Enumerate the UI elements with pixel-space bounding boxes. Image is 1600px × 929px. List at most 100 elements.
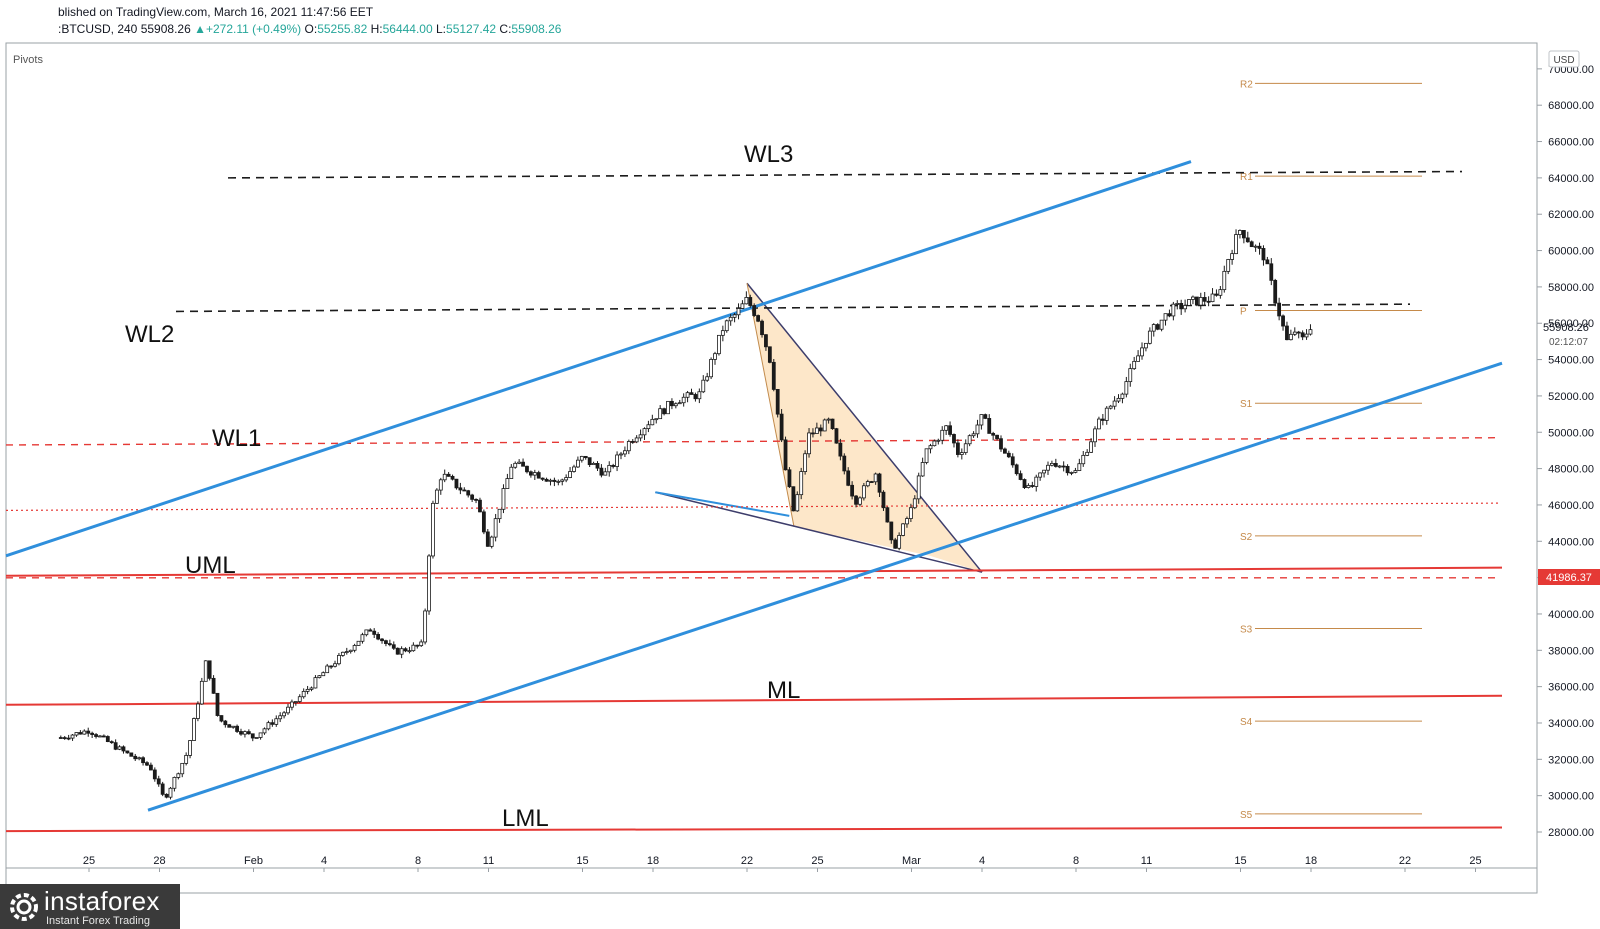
candle-up — [1124, 381, 1129, 395]
candle-up — [231, 725, 236, 728]
candle-up — [427, 555, 431, 612]
candle-up — [705, 376, 710, 381]
candle-up — [1147, 330, 1152, 344]
y-tick-label: 28000.00 — [1548, 827, 1594, 839]
time-axis[interactable]: 25 28 Feb 4 8 11 15 18 22 25 Mar 4 8 11 15 18 22 25 — [83, 855, 1482, 872]
candle-up — [944, 425, 949, 431]
y-tick-label: 36000.00 — [1548, 682, 1594, 694]
candle-down — [1167, 313, 1172, 317]
candle-down — [881, 491, 886, 509]
candle-down — [1277, 302, 1282, 317]
candle-up — [1050, 463, 1054, 466]
candle-up — [1238, 230, 1242, 235]
candle-down — [834, 428, 839, 444]
candle-down — [1281, 315, 1285, 327]
candle-down — [869, 481, 874, 483]
candle-up — [940, 429, 945, 441]
annotation-wl2: WL2 — [125, 321, 174, 348]
candle-down — [474, 498, 478, 501]
candle-up — [897, 535, 902, 549]
candle-down — [1269, 263, 1274, 281]
candle-up — [1120, 393, 1125, 399]
x-tick-label: 4 — [321, 855, 327, 867]
candle-down — [1022, 479, 1027, 488]
annotation-uml: UML — [185, 552, 236, 579]
candle-down — [164, 793, 169, 798]
candle-down — [662, 408, 666, 415]
high-label: H: — [370, 22, 383, 36]
candle-up — [642, 428, 647, 436]
candle-down — [587, 457, 592, 466]
candle-up — [576, 459, 580, 468]
annotation-wl1: WL1 — [212, 425, 261, 452]
candle-up — [1085, 451, 1090, 456]
candle-down — [689, 392, 694, 395]
candle-up — [673, 403, 678, 407]
candle-up — [196, 703, 200, 719]
logo-tagline: Instant Forex Trading — [46, 915, 150, 927]
currency-button[interactable] — [1548, 50, 1580, 68]
candle-up — [564, 477, 569, 481]
y-tick-label: 40000.00 — [1548, 609, 1594, 621]
candle-up — [419, 641, 424, 647]
x-tick-label: 25 — [1469, 855, 1481, 867]
candle-up — [658, 408, 663, 420]
candle-up — [720, 330, 725, 336]
candle-up — [305, 688, 310, 692]
indicator-label[interactable]: Pivots — [13, 54, 43, 66]
candle-up — [615, 454, 619, 467]
open-label: O: — [304, 22, 318, 36]
bar-countdown: 02:12:07 — [1549, 337, 1588, 348]
candle-up — [572, 466, 576, 472]
y-tick-label: 52000.00 — [1548, 391, 1594, 403]
candle-down — [983, 414, 988, 419]
candle-up — [912, 498, 917, 509]
candle-up — [1308, 329, 1313, 335]
candle-down — [1018, 473, 1023, 480]
pivot-label: R2 — [1240, 79, 1253, 90]
candle-up — [290, 701, 294, 708]
candle-down — [1065, 465, 1070, 474]
symbol-label[interactable]: :BTCUSD, 240 — [58, 22, 138, 36]
candle-up — [901, 523, 905, 536]
candle-down — [1265, 259, 1270, 265]
wedge-upper-line — [746, 282, 983, 573]
y-tick-label: 44000.00 — [1548, 536, 1594, 548]
candle-down — [854, 495, 858, 505]
candle-up — [172, 777, 177, 789]
y-tick-label: 32000.00 — [1548, 754, 1594, 766]
candle-down — [752, 305, 757, 316]
candle-down — [846, 470, 851, 486]
gear-icon — [10, 893, 38, 921]
candle-down — [113, 742, 118, 750]
candle-up — [1128, 368, 1133, 383]
candle-up — [1077, 463, 1082, 471]
candle-up — [411, 644, 416, 652]
candle-up — [936, 439, 941, 442]
candle-down — [991, 433, 996, 436]
channel-lower-line — [147, 361, 1503, 812]
candle-up — [333, 663, 337, 667]
candle-down — [109, 741, 114, 744]
candle-up — [548, 479, 553, 482]
candle-up — [560, 479, 565, 482]
candle-up — [1187, 299, 1191, 306]
candle-up — [532, 472, 537, 476]
candle-up — [317, 675, 322, 679]
candle-up — [1163, 313, 1168, 321]
candle-up — [677, 402, 682, 405]
candle-up — [509, 466, 514, 479]
candle-down — [748, 297, 753, 306]
wl1-line — [5, 437, 1501, 446]
candle-up — [1097, 418, 1101, 430]
candle-up — [297, 696, 302, 702]
candle-up — [117, 746, 122, 750]
x-tick-label: 18 — [1305, 855, 1317, 867]
candle-down — [552, 479, 557, 482]
x-tick-label: 8 — [415, 855, 421, 867]
lml-line — [5, 826, 1503, 833]
candle-down — [368, 629, 373, 632]
price-axis[interactable]: 70000.0068000.0066000.0064000.0062000.00… — [1537, 64, 1594, 839]
candle-down — [105, 736, 110, 742]
